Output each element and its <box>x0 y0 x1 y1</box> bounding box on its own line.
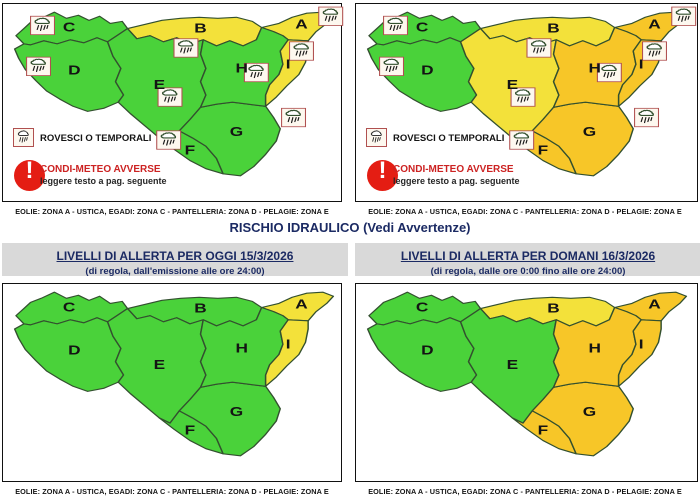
svg-text:D: D <box>421 63 433 78</box>
svg-text:G: G <box>583 405 596 420</box>
svg-text:G: G <box>230 125 243 140</box>
svg-text:A: A <box>648 297 660 312</box>
svg-text:F: F <box>185 143 196 158</box>
svg-text:H: H <box>588 341 600 356</box>
svg-text:F: F <box>185 423 196 438</box>
svg-text:C: C <box>63 300 75 315</box>
svg-text:I: I <box>639 337 644 352</box>
svg-text:B: B <box>547 21 559 36</box>
svg-text:D: D <box>68 343 80 358</box>
svg-text:H: H <box>235 341 247 356</box>
svg-text:E: E <box>507 78 519 93</box>
svg-text:A: A <box>295 297 307 312</box>
svg-text:I: I <box>286 337 291 352</box>
svg-text:B: B <box>194 301 206 316</box>
svg-text:B: B <box>194 21 206 36</box>
svg-text:I: I <box>286 57 291 72</box>
svg-text:F: F <box>538 423 549 438</box>
svg-text:G: G <box>230 405 243 420</box>
svg-text:E: E <box>507 358 519 373</box>
svg-text:I: I <box>639 57 644 72</box>
svg-text:H: H <box>235 61 247 76</box>
svg-text:D: D <box>421 343 433 358</box>
svg-text:C: C <box>416 300 428 315</box>
svg-text:B: B <box>547 301 559 316</box>
svg-text:D: D <box>68 63 80 78</box>
svg-text:F: F <box>538 143 549 158</box>
svg-text:A: A <box>295 17 307 32</box>
svg-text:H: H <box>588 61 600 76</box>
svg-text:G: G <box>583 125 596 140</box>
svg-text:A: A <box>648 17 660 32</box>
svg-text:E: E <box>154 358 166 373</box>
svg-text:C: C <box>416 20 428 35</box>
svg-text:E: E <box>154 78 166 93</box>
svg-text:C: C <box>63 20 75 35</box>
